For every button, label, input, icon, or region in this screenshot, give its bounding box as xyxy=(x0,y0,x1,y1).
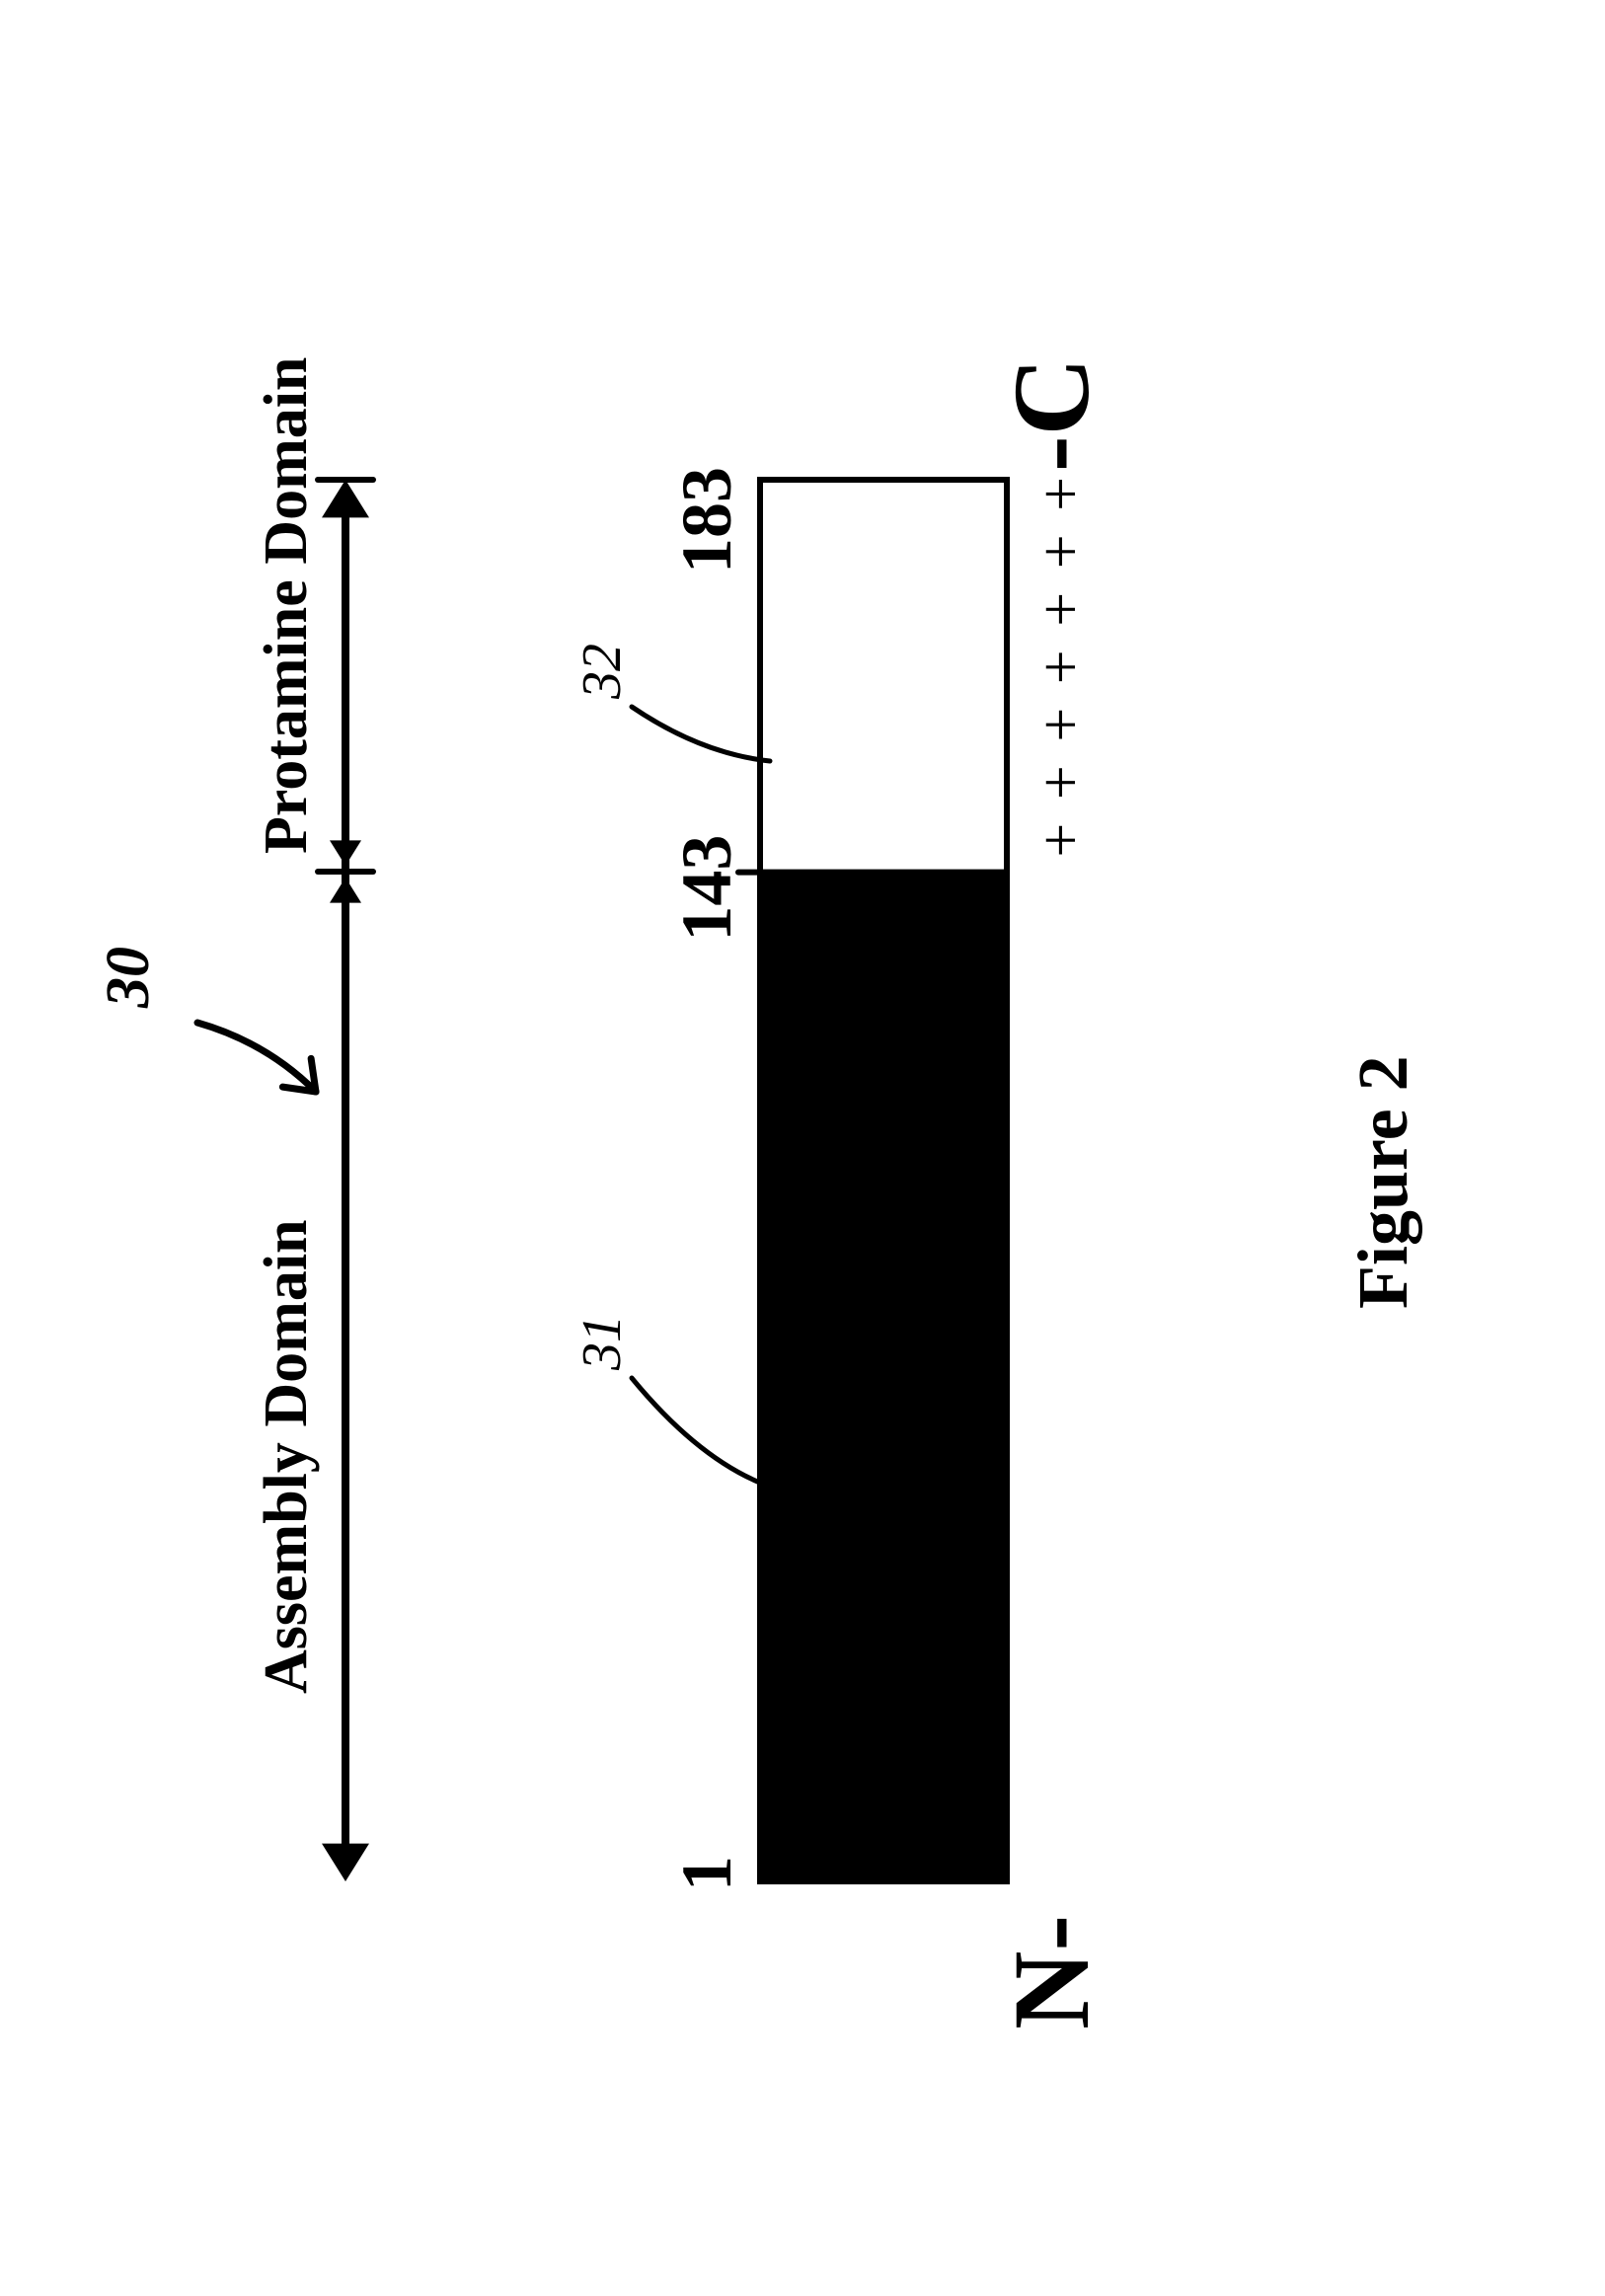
assembly-domain-block xyxy=(760,873,1007,1881)
protamine-domain-block xyxy=(760,480,1007,873)
protamine-domain-label: Protamine Domain xyxy=(252,357,322,854)
callout-30: 30 xyxy=(94,947,164,1008)
part-label-31: 31 xyxy=(571,1315,634,1370)
part-label-32: 32 xyxy=(571,644,634,699)
charges: + + + + + + + xyxy=(1027,473,1097,858)
pos-end: 183 xyxy=(666,467,748,574)
pos-start: 1 xyxy=(666,1856,748,1891)
c-terminal: -C xyxy=(989,357,1114,472)
assembly-domain-label: Assembly Domain xyxy=(252,1219,322,1694)
pos-boundary: 143 xyxy=(666,835,748,942)
n-terminal: N- xyxy=(989,1915,1114,2029)
figure-caption: Figure 2 xyxy=(1342,1055,1424,1309)
